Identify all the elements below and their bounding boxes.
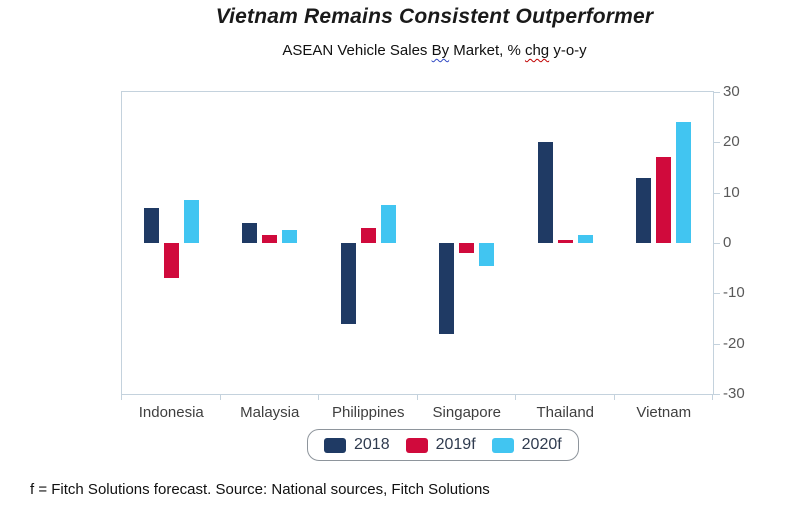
y-tick-mark — [714, 192, 720, 194]
y-tick-mark — [714, 293, 720, 295]
source-note: f = Fitch Solutions forecast. Source: Na… — [30, 481, 490, 498]
x-tick-mark — [219, 395, 221, 400]
x-category-label: Philippines — [331, 404, 405, 421]
subtitle-segment: Market, % — [449, 42, 525, 59]
legend-label: 2019f — [435, 436, 476, 453]
bar-philippines-2019f — [360, 227, 376, 243]
legend-swatch-2020f — [491, 437, 514, 453]
x-tick-mark — [712, 395, 713, 400]
y-tick-label: -30 — [723, 385, 745, 402]
legend-swatch-2018 — [324, 437, 346, 453]
y-tick-label: 20 — [723, 133, 740, 151]
legend-label: 2018 — [354, 436, 390, 453]
x-tick-mark — [121, 395, 122, 400]
x-category-label: Malaysia — [240, 404, 300, 421]
x-tick-mark — [515, 395, 516, 400]
subtitle-segment: By — [431, 42, 450, 59]
legend-swatch-2019f — [405, 437, 428, 453]
bar-thailand-2020f — [577, 235, 593, 243]
bar-malaysia-2020f — [282, 230, 298, 243]
bar-singapore-2020f — [479, 243, 495, 266]
bar-philippines-2020f — [380, 205, 396, 243]
x-category-label: Indonesia — [138, 404, 204, 421]
bar-vietnam-2018 — [636, 177, 652, 243]
legend-item-2019f: 2019f — [405, 436, 476, 454]
bar-vietnam-2019f — [656, 157, 672, 243]
y-tick-label: 30 — [723, 83, 740, 100]
x-tick-mark — [416, 395, 418, 400]
bar-thailand-2019f — [557, 240, 573, 243]
bar-singapore-2019f — [459, 243, 475, 254]
bar-singapore-2018 — [439, 243, 455, 334]
chart-subtitle: ASEAN Vehicle Sales By Market, % chg y-o… — [80, 42, 789, 59]
y-tick-mark — [714, 394, 720, 395]
legend-item-2018: 2018 — [324, 436, 390, 454]
y-tick-mark — [714, 142, 720, 144]
x-tick-mark — [613, 395, 615, 400]
bar-malaysia-2019f — [262, 235, 278, 243]
bar-indonesia-2020f — [183, 200, 199, 243]
subtitle-segment: ASEAN Vehicle Sales — [282, 42, 432, 59]
y-tick-mark — [714, 243, 720, 244]
y-tick-mark — [714, 343, 720, 345]
plot-area — [121, 91, 714, 395]
x-category-label: Thailand — [536, 404, 595, 421]
y-tick-label: -10 — [723, 284, 745, 302]
x-tick-mark — [318, 395, 319, 400]
y-tick-label: -20 — [723, 334, 745, 352]
bar-thailand-2018 — [537, 142, 553, 243]
subtitle-segment: y-o-y — [549, 42, 587, 59]
x-category-label: Vietnam — [636, 404, 692, 421]
y-tick-mark — [714, 92, 720, 93]
bar-indonesia-2019f — [163, 243, 179, 279]
legend-label: 2020f — [521, 436, 562, 453]
bar-philippines-2018 — [340, 243, 356, 324]
legend-item-2020f: 2020f — [491, 436, 562, 454]
y-tick-label: 0 — [723, 234, 732, 251]
x-category-label: Singapore — [432, 404, 501, 421]
subtitle-segment: chg — [524, 42, 550, 59]
y-tick-label: 10 — [723, 183, 740, 201]
bar-vietnam-2020f — [676, 122, 692, 243]
chart-title: Vietnam Remains Consistent Outperformer — [215, 5, 654, 28]
legend: 2018 2019f 2020f — [307, 429, 579, 461]
bar-indonesia-2018 — [143, 207, 159, 243]
bar-malaysia-2018 — [242, 222, 258, 243]
